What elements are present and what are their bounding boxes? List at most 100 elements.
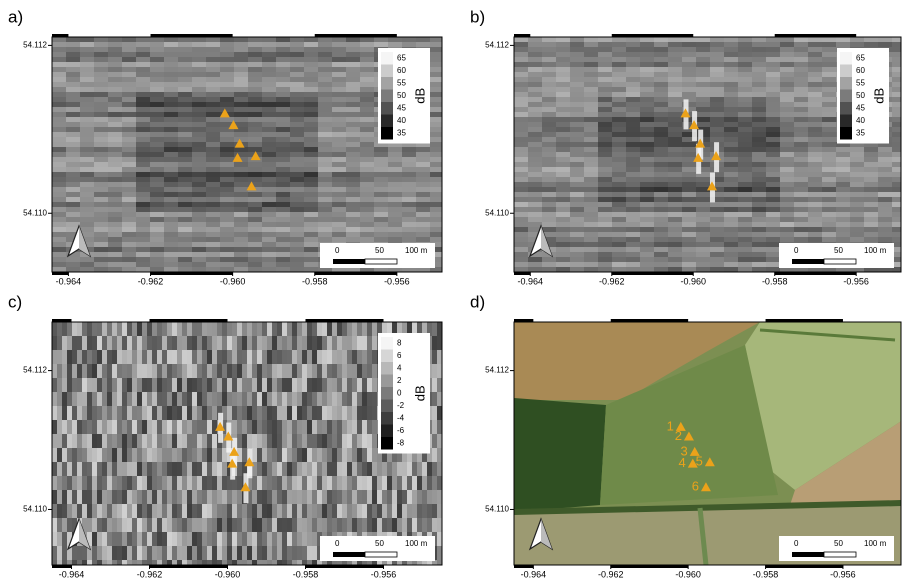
texture-cell xyxy=(640,232,654,237)
texture-cell xyxy=(262,378,267,392)
texture-cell xyxy=(192,252,206,257)
texture-cell xyxy=(97,322,102,336)
texture-cell xyxy=(836,232,850,237)
marker-label: 2 xyxy=(675,428,682,443)
texture-cell xyxy=(292,434,297,448)
texture-cell xyxy=(232,518,237,532)
texture-cell xyxy=(696,182,710,187)
texture-cell xyxy=(542,57,556,62)
texture-cell xyxy=(227,490,232,504)
texture-cell xyxy=(94,127,108,132)
x-tick-label: -0.956 xyxy=(371,569,397,579)
texture-cell xyxy=(318,172,332,177)
texture-cell xyxy=(206,232,220,237)
texture-cell xyxy=(738,77,752,82)
texture-cell xyxy=(724,117,738,122)
texture-cell xyxy=(282,350,287,364)
texture-cell xyxy=(177,546,182,560)
texture-cell xyxy=(374,202,388,207)
texture-cell xyxy=(766,152,780,157)
texture-cell xyxy=(92,378,97,392)
texture-cell xyxy=(52,102,66,107)
texture-cell xyxy=(157,546,162,560)
texture-cell xyxy=(584,197,598,202)
texture-cell xyxy=(318,187,332,192)
texture-cell xyxy=(332,406,337,420)
texture-cell xyxy=(598,207,612,212)
texture-cell xyxy=(612,92,626,97)
texture-cell xyxy=(808,232,822,237)
texture-cell xyxy=(640,107,654,112)
texture-cell xyxy=(696,107,710,112)
texture-cell xyxy=(654,212,668,217)
texture-cell xyxy=(322,392,327,406)
texture-cell xyxy=(137,364,142,378)
texture-cell xyxy=(192,137,206,142)
texture-cell xyxy=(52,142,66,147)
texture-cell xyxy=(304,52,318,57)
texture-cell xyxy=(287,406,292,420)
texture-cell xyxy=(292,462,297,476)
texture-cell xyxy=(292,490,297,504)
texture-cell xyxy=(808,112,822,117)
texture-cell xyxy=(322,462,327,476)
texture-cell xyxy=(62,350,67,364)
texture-cell xyxy=(304,242,318,247)
texture-cell xyxy=(292,476,297,490)
texture-cell xyxy=(626,192,640,197)
texture-cell xyxy=(327,406,332,420)
texture-cell xyxy=(584,137,598,142)
texture-cell xyxy=(724,112,738,117)
texture-cell xyxy=(682,47,696,52)
texture-cell xyxy=(302,364,307,378)
texture-cell xyxy=(342,490,347,504)
texture-cell xyxy=(94,142,108,147)
texture-cell xyxy=(177,532,182,546)
texture-cell xyxy=(212,448,217,462)
texture-cell xyxy=(317,476,322,490)
texture-cell xyxy=(794,102,808,107)
texture-cell xyxy=(710,82,724,87)
texture-cell xyxy=(570,142,584,147)
texture-cell xyxy=(117,392,122,406)
texture-cell xyxy=(87,518,92,532)
texture-cell xyxy=(136,112,150,117)
texture-cell xyxy=(528,162,542,167)
texture-cell xyxy=(52,52,66,57)
texture-cell xyxy=(794,67,808,72)
texture-cell xyxy=(570,127,584,132)
texture-cell xyxy=(682,222,696,227)
texture-cell xyxy=(234,112,248,117)
texture-cell xyxy=(150,107,164,112)
texture-cell xyxy=(282,322,287,336)
colorbar-label: 65 xyxy=(397,53,406,62)
texture-cell xyxy=(94,227,108,232)
texture-cell xyxy=(836,222,850,227)
texture-cell xyxy=(66,207,80,212)
texture-cell xyxy=(192,132,206,137)
texture-cell xyxy=(357,420,362,434)
texture-cell xyxy=(287,546,292,560)
texture-cell xyxy=(277,546,282,560)
texture-cell xyxy=(52,87,66,92)
texture-cell xyxy=(780,42,794,47)
texture-cell xyxy=(147,378,152,392)
texture-cell xyxy=(112,532,117,546)
texture-cell xyxy=(724,127,738,132)
texture-cell xyxy=(257,420,262,434)
texture-cell xyxy=(752,207,766,212)
texture-cell xyxy=(178,197,192,202)
texture-cell xyxy=(696,237,710,242)
texture-cell xyxy=(352,322,357,336)
texture-cell xyxy=(248,212,262,217)
texture-cell xyxy=(332,117,346,122)
texture-cell xyxy=(304,182,318,187)
texture-cell xyxy=(52,242,66,247)
texture-cell xyxy=(332,504,337,518)
scalebar-white xyxy=(365,552,397,557)
texture-cell xyxy=(766,97,780,102)
texture-cell xyxy=(654,102,668,107)
texture-cell xyxy=(780,152,794,157)
texture-cell xyxy=(402,42,416,47)
texture-cell xyxy=(318,82,332,87)
